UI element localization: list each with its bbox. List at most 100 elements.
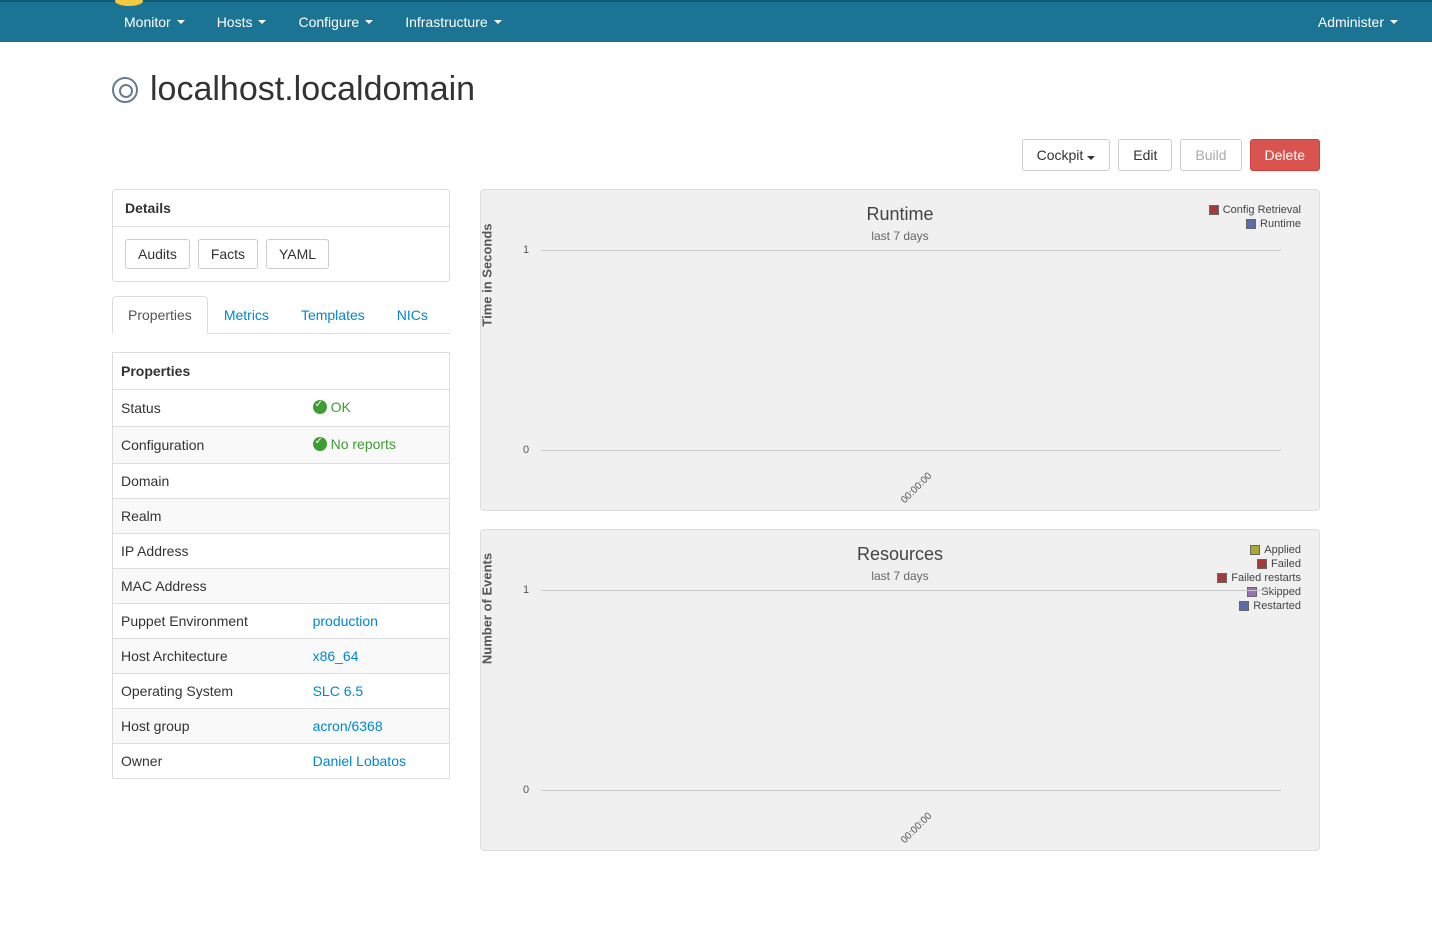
nav-configure-label: Configure	[298, 14, 359, 30]
y-axis-label: Number of Events	[480, 553, 495, 664]
legend-swatch	[1217, 573, 1227, 583]
table-row: IP Address	[113, 534, 450, 569]
property-key: IP Address	[113, 534, 305, 569]
chevron-down-icon	[365, 20, 373, 24]
right-column: Runtimelast 7 daysConfig RetrievalRuntim…	[480, 189, 1320, 869]
details-heading: Details	[113, 190, 449, 227]
facts-button[interactable]: Facts	[198, 239, 258, 269]
property-value: OK	[305, 390, 450, 427]
runtime-chart: Runtimelast 7 daysConfig RetrievalRuntim…	[480, 189, 1320, 511]
property-key: Configuration	[113, 427, 305, 464]
tab-properties[interactable]: Properties	[112, 296, 208, 334]
table-row: Host groupacron/6368	[113, 709, 450, 744]
chevron-down-icon	[258, 20, 266, 24]
legend-label: Failed	[1271, 558, 1301, 570]
page-title: localhost.localdomain	[150, 70, 475, 109]
legend-item: Failed	[1217, 558, 1301, 570]
property-key: Domain	[113, 464, 305, 499]
property-value[interactable]: Daniel Lobatos	[305, 744, 450, 779]
delete-button[interactable]: Delete	[1250, 139, 1320, 171]
gridline	[541, 590, 1281, 591]
y-axis-label: Time in Seconds	[480, 223, 495, 326]
nav-infrastructure-label: Infrastructure	[405, 14, 487, 30]
table-row: Status OK	[113, 390, 450, 427]
property-value[interactable]: x86_64	[305, 639, 450, 674]
table-row: Realm	[113, 499, 450, 534]
chart-plot-area: 1000:00:00	[541, 250, 1281, 450]
main-columns: Details Audits Facts YAML Properties Met…	[112, 189, 1320, 869]
nav-left-group: Monitor Hosts Configure Infrastructure	[110, 4, 516, 40]
details-body: Audits Facts YAML	[113, 227, 449, 281]
tab-metrics[interactable]: Metrics	[208, 296, 285, 334]
tab-templates[interactable]: Templates	[285, 296, 381, 334]
property-value[interactable]: acron/6368	[305, 709, 450, 744]
action-buttons: Cockpit Edit Build Delete	[112, 139, 1320, 171]
y-tick: 1	[523, 584, 529, 596]
properties-heading: Properties	[113, 353, 450, 390]
table-row: Domain	[113, 464, 450, 499]
nav-administer[interactable]: Administer	[1304, 4, 1412, 40]
host-icon	[112, 77, 138, 103]
table-row: OwnerDaniel Lobatos	[113, 744, 450, 779]
chevron-down-icon	[1390, 20, 1398, 24]
table-row: Host Architecturex86_64	[113, 639, 450, 674]
cockpit-button[interactable]: Cockpit	[1022, 139, 1111, 171]
chart-subtitle: last 7 days	[499, 229, 1301, 243]
table-row: Configuration No reports	[113, 427, 450, 464]
resources-chart: Resources last 7 days Applied Failed Failed …	[480, 529, 1320, 851]
ok-icon	[313, 437, 327, 451]
x-tick: 00:00:00	[899, 811, 934, 846]
nav-monitor-label: Monitor	[124, 14, 171, 30]
audits-button[interactable]: Audits	[125, 239, 190, 269]
legend-label: Failed restarts	[1231, 572, 1301, 584]
property-key: Host Architecture	[113, 639, 305, 674]
property-value[interactable]: SLC 6.5	[305, 674, 450, 709]
y-tick: 0	[523, 784, 529, 796]
chart-title: Resources	[499, 544, 1301, 565]
legend-swatch	[1209, 205, 1219, 215]
y-tick: 0	[523, 444, 529, 456]
legend-label: Config Retrieval	[1223, 204, 1301, 216]
nav-hosts[interactable]: Hosts	[203, 4, 281, 40]
legend-label: Applied	[1264, 544, 1301, 556]
legend-item: Applied	[1217, 544, 1301, 556]
table-row: Puppet Environmentproduction	[113, 604, 450, 639]
left-column: Details Audits Facts YAML Properties Met…	[112, 189, 450, 779]
property-value	[305, 534, 450, 569]
build-button: Build	[1180, 139, 1241, 171]
chart-subtitle: last 7 days	[499, 569, 1301, 583]
legend-label: Runtime	[1260, 218, 1301, 230]
property-value[interactable]: production	[305, 604, 450, 639]
legend-swatch	[1250, 545, 1260, 555]
chart-legend: Config Retrieval Runtime	[1209, 204, 1301, 232]
main-navbar: Monitor Hosts Configure Infrastructure A…	[0, 0, 1432, 42]
nav-monitor[interactable]: Monitor	[110, 4, 199, 40]
legend-swatch	[1246, 219, 1256, 229]
chevron-down-icon	[177, 20, 185, 24]
ok-icon	[313, 400, 327, 414]
property-value	[305, 569, 450, 604]
property-value	[305, 464, 450, 499]
table-row: MAC Address	[113, 569, 450, 604]
title-row: localhost.localdomain	[112, 70, 1320, 109]
gridline	[541, 450, 1281, 451]
properties-table: Properties Status OKConfiguration No rep…	[112, 352, 450, 779]
chart-title: Runtime	[499, 204, 1301, 225]
property-key: Host group	[113, 709, 305, 744]
nav-configure[interactable]: Configure	[284, 4, 387, 40]
tab-nics[interactable]: NICs	[381, 296, 444, 334]
chart-plot-area: 1000:00:00	[541, 590, 1281, 790]
legend-swatch	[1257, 559, 1267, 569]
property-value	[305, 499, 450, 534]
property-key: Puppet Environment	[113, 604, 305, 639]
y-tick: 1	[523, 244, 529, 256]
gridline	[541, 250, 1281, 251]
chevron-down-icon	[1087, 156, 1095, 160]
yaml-button[interactable]: YAML	[266, 239, 329, 269]
tabs-row: Properties Metrics Templates NICs	[112, 296, 450, 334]
nav-infrastructure[interactable]: Infrastructure	[391, 4, 515, 40]
edit-button[interactable]: Edit	[1118, 139, 1172, 171]
property-key: Operating System	[113, 674, 305, 709]
legend-item: Failed restarts	[1217, 572, 1301, 584]
property-key: Realm	[113, 499, 305, 534]
